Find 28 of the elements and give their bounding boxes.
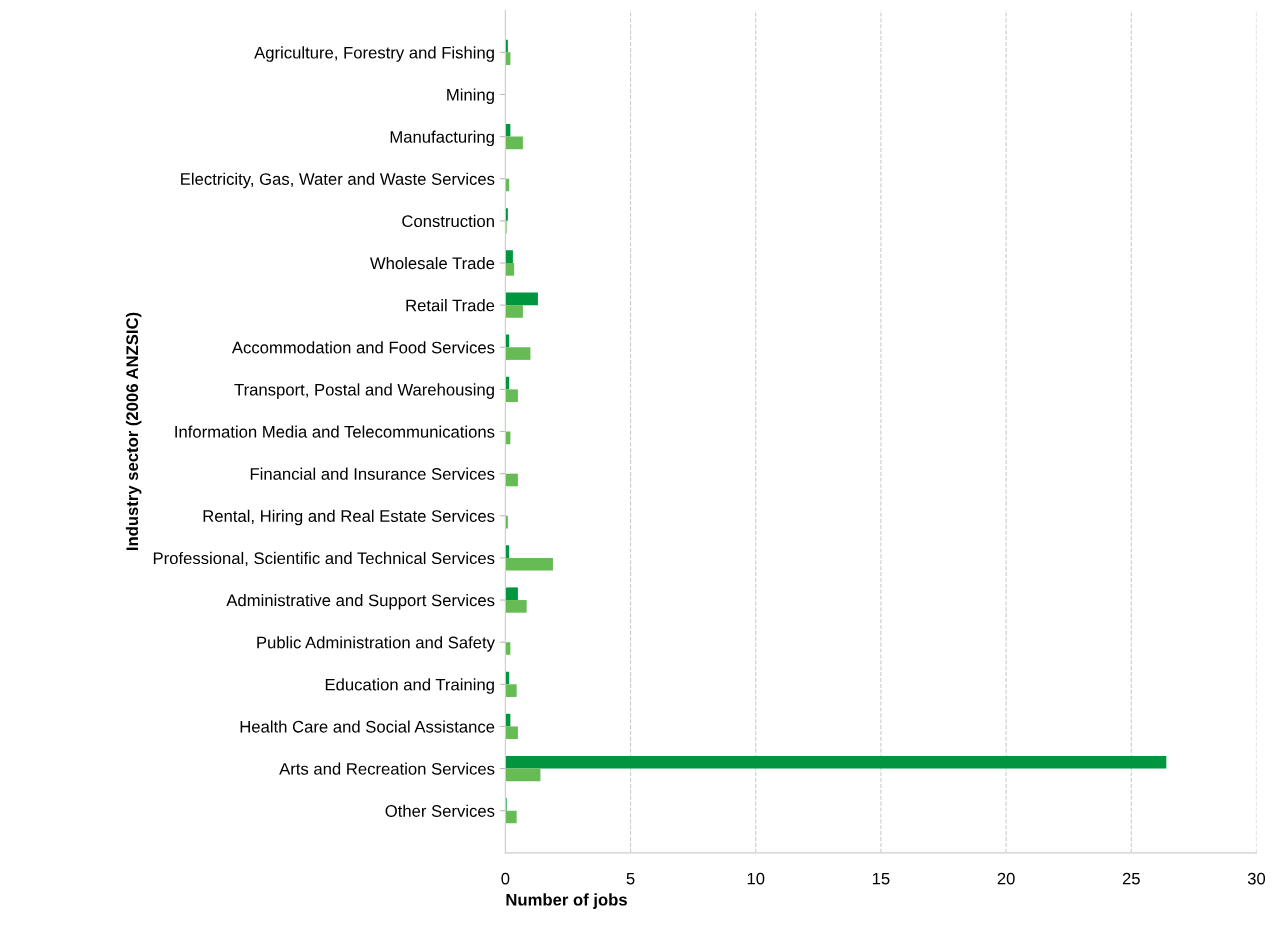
- y-tick-label: Health Care and Social Assistance: [240, 720, 495, 733]
- y-tick-label: Professional, Scientific and Technical Services: [153, 551, 495, 567]
- y-tick-label: Arts and Recreation Services: [279, 762, 495, 775]
- y-tick-label: Education and Training: [325, 678, 494, 694]
- x-tick-label: 25: [1122, 872, 1140, 885]
- x-axis-title: Number of jobs: [506, 893, 627, 909]
- y-tick-label: Manufacturing: [390, 130, 494, 147]
- y-tick-label: Agriculture, Forestry and Fishing: [254, 46, 494, 62]
- y-axis-title: Industry sector (2006 ANZSIC): [125, 312, 142, 551]
- y-tick-label: Financial and Insurance Services: [250, 467, 495, 480]
- y-tick-label: Wholesale Trade: [369, 256, 495, 270]
- y-tick-label: Construction: [402, 214, 494, 228]
- y-tick-label: Retail Trade: [406, 299, 495, 312]
- y-tick-label: Public Administration and Safety: [257, 636, 495, 652]
- x-tick-label: 0: [501, 872, 510, 885]
- y-tick-label: Administrative and Support Services: [226, 594, 495, 610]
- x-tick-label: 30: [1247, 872, 1266, 885]
- y-tick-label: Mining: [447, 88, 494, 104]
- y-tick-label: Accommodation and Food Services: [231, 341, 495, 354]
- y-tick-label: Rental, Hiring and Real Estate Services: [203, 509, 495, 526]
- x-tick-label: 20: [997, 872, 1015, 885]
- y-tick-label: Information Media and Telecommunications: [175, 425, 495, 438]
- y-tick-label: Electricity, Gas, Water and Waste Services: [181, 172, 495, 189]
- x-tick-label: 5: [626, 872, 635, 885]
- x-tick-label: 15: [872, 872, 890, 885]
- y-tick-label: Transport, Postal and Warehousing: [234, 383, 494, 399]
- x-tick-label: 10: [747, 872, 765, 885]
- y-tick-label: Other Services: [385, 804, 495, 817]
